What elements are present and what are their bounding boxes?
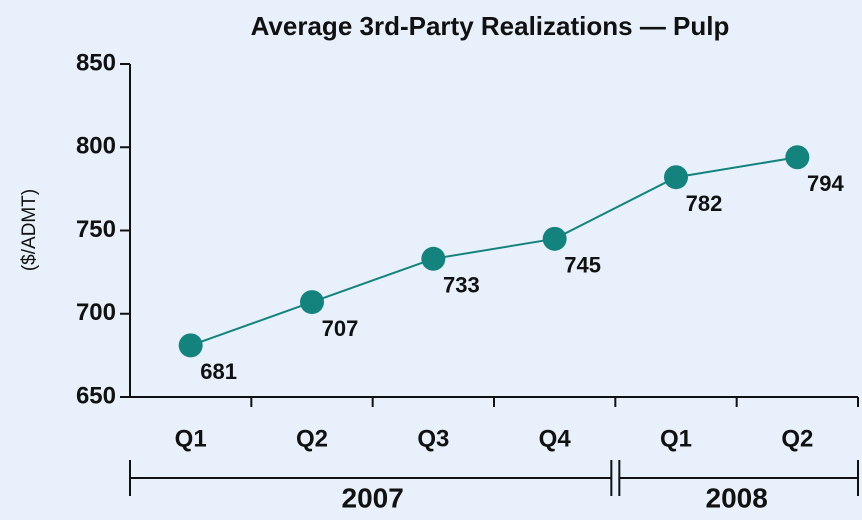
x-tick-label: Q1 (175, 425, 207, 452)
y-tick-label: 800 (76, 133, 116, 160)
data-point (300, 290, 324, 315)
data-label: 707 (322, 316, 359, 341)
data-label: 782 (686, 191, 723, 216)
y-tick-label: 700 (76, 299, 116, 326)
series-line (190, 156, 798, 347)
group-label: 2007 (342, 482, 404, 513)
data-point (785, 145, 810, 170)
data-label: 794 (807, 171, 844, 196)
data-point (421, 246, 446, 271)
data-point (664, 165, 688, 190)
y-axis-label: ($/ADMT) (19, 189, 40, 271)
data-label: 745 (564, 253, 601, 278)
y-tick-label: 850 (76, 49, 116, 76)
y-tick-label: 750 (76, 216, 116, 243)
data-point (542, 226, 567, 251)
chart-title: Average 3rd-Party Realizations — Pulp (251, 11, 730, 41)
x-tick-label: Q1 (660, 425, 692, 452)
group-label: 2008 (706, 482, 768, 513)
x-tick-label: Q4 (539, 425, 572, 452)
data-point (178, 333, 203, 358)
data-label: 681 (200, 359, 237, 384)
data-label: 733 (443, 273, 480, 298)
x-tick-label: Q2 (781, 425, 813, 452)
x-tick-label: Q3 (417, 425, 449, 452)
x-tick-label: Q2 (296, 425, 328, 452)
y-tick-label: 650 (76, 382, 116, 409)
